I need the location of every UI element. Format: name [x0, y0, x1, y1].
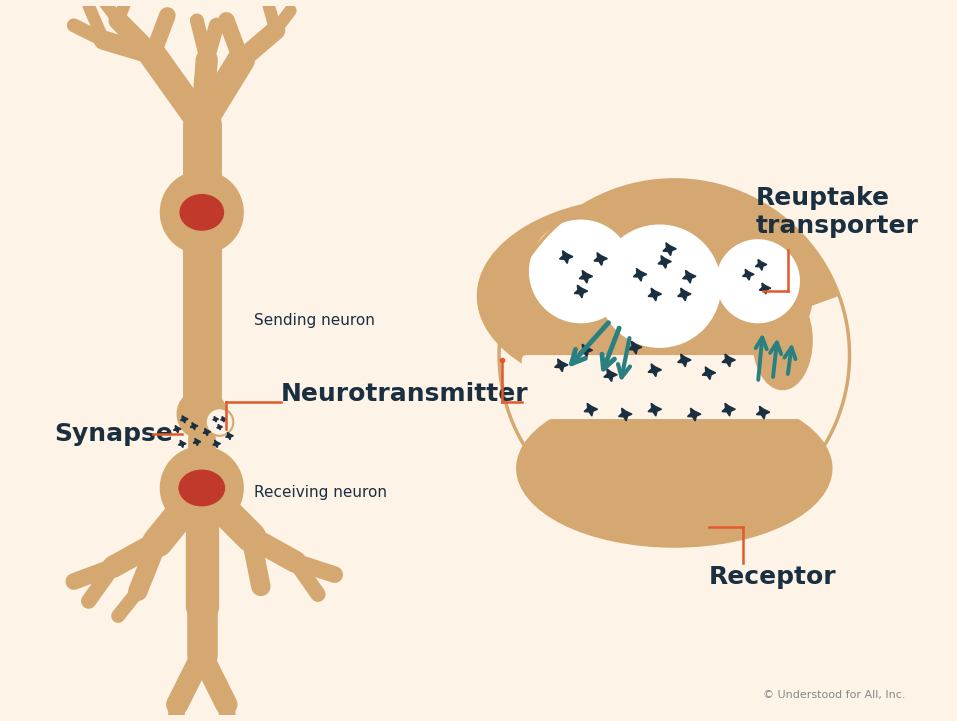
Polygon shape [658, 256, 672, 268]
Polygon shape [579, 344, 592, 357]
Circle shape [161, 171, 243, 254]
Ellipse shape [753, 291, 812, 389]
FancyBboxPatch shape [522, 355, 827, 419]
Ellipse shape [179, 470, 225, 505]
Text: Neurotransmitter: Neurotransmitter [280, 382, 528, 407]
Text: © Understood for All, Inc.: © Understood for All, Inc. [763, 690, 905, 699]
Polygon shape [203, 428, 211, 435]
Ellipse shape [180, 195, 223, 230]
Polygon shape [678, 354, 691, 367]
Polygon shape [226, 433, 234, 440]
Polygon shape [178, 441, 186, 448]
Polygon shape [648, 288, 661, 301]
Polygon shape [755, 260, 767, 270]
Polygon shape [756, 406, 769, 419]
Polygon shape [648, 364, 661, 376]
Polygon shape [555, 359, 568, 372]
Ellipse shape [517, 389, 832, 547]
Polygon shape [648, 403, 661, 416]
Polygon shape [584, 403, 597, 416]
Wedge shape [510, 180, 839, 355]
Polygon shape [618, 408, 632, 421]
Polygon shape [531, 357, 802, 399]
Polygon shape [212, 417, 218, 422]
Circle shape [161, 446, 243, 529]
Circle shape [206, 408, 234, 435]
Polygon shape [560, 251, 573, 263]
Circle shape [721, 379, 756, 414]
Text: Synapse: Synapse [55, 422, 173, 446]
Polygon shape [574, 285, 588, 298]
Polygon shape [221, 417, 227, 422]
Circle shape [717, 240, 799, 322]
Circle shape [548, 379, 584, 414]
Polygon shape [663, 243, 677, 255]
Polygon shape [629, 341, 642, 354]
Circle shape [661, 379, 697, 414]
Circle shape [500, 180, 850, 531]
Text: Receiving neuron: Receiving neuron [254, 485, 387, 500]
Text: Reuptake
transporter: Reuptake transporter [756, 187, 919, 238]
Circle shape [177, 389, 227, 439]
Polygon shape [193, 438, 201, 446]
Circle shape [775, 379, 811, 414]
Circle shape [603, 379, 638, 414]
Polygon shape [180, 416, 188, 423]
Polygon shape [212, 441, 220, 448]
Polygon shape [604, 369, 617, 381]
Polygon shape [634, 268, 647, 281]
Polygon shape [759, 283, 770, 294]
Polygon shape [579, 270, 592, 283]
Ellipse shape [478, 198, 812, 394]
Polygon shape [743, 269, 754, 280]
Circle shape [598, 225, 721, 348]
Circle shape [529, 220, 632, 322]
Polygon shape [216, 425, 222, 430]
Polygon shape [702, 367, 716, 379]
Polygon shape [190, 423, 198, 430]
Polygon shape [173, 425, 181, 433]
Polygon shape [722, 354, 735, 367]
Polygon shape [678, 288, 691, 301]
Polygon shape [682, 270, 696, 283]
Text: Receptor: Receptor [709, 565, 836, 588]
Polygon shape [722, 403, 735, 416]
Text: Sending neuron: Sending neuron [254, 313, 375, 328]
Polygon shape [687, 408, 701, 421]
Polygon shape [594, 252, 608, 265]
